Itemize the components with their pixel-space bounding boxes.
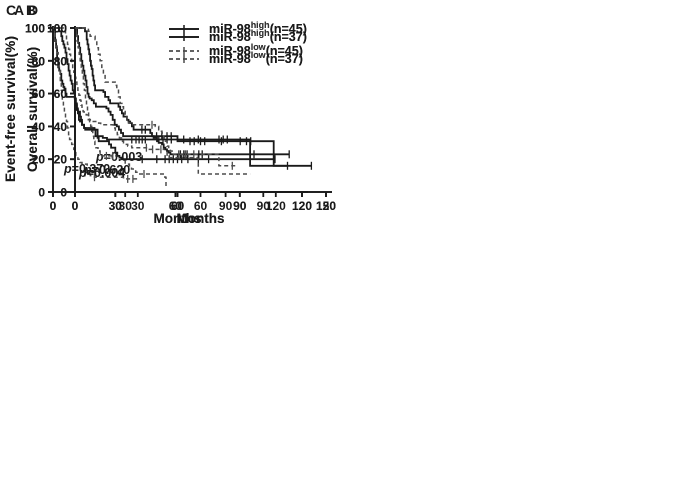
x-tick-label: 30: [109, 199, 123, 213]
y-tick-label: 60: [32, 87, 46, 101]
y-tick-label: 40: [54, 120, 68, 134]
x-tick-label: 0: [50, 199, 57, 213]
x-tick-label: 120: [292, 199, 312, 213]
p-value: p=0.370: [64, 162, 111, 176]
panel-label: B: [26, 2, 37, 18]
y-tick-label: 20: [32, 153, 46, 167]
legend-item-high: miR-98high(n=37): [168, 27, 307, 44]
y-tick-label: 40: [32, 120, 46, 134]
y-tick-label: 20: [54, 153, 68, 167]
censor-ticks-low: [145, 143, 162, 154]
y-tick-label: 20: [54, 153, 68, 167]
x-tick-label: 90: [257, 199, 271, 213]
x-tick-label: 90: [233, 199, 247, 213]
y-axis-title: Overall survival(%): [25, 46, 40, 172]
legend-label: miR-98low(n=45): [209, 41, 303, 58]
y-tick-label: 80: [54, 54, 68, 68]
km-curve-high: [75, 27, 312, 167]
y-tick-label: 0: [38, 186, 45, 200]
km-curve-low: [75, 27, 238, 167]
panel-D: 0 30 60 90 120 150 0 20 40 60 80 100 D Overall surv…: [0, 0, 341, 240]
legend-label: miR-98high(n=37): [209, 27, 307, 44]
y-tick-label: 40: [32, 120, 46, 134]
solid-line-sample: [169, 33, 199, 41]
x-tick-label: 0: [72, 199, 79, 213]
y-tick-label: 60: [32, 87, 46, 101]
x-axis-title: Months: [176, 211, 225, 226]
p-value: p=0.004: [79, 166, 126, 180]
x-tick-label: 30: [119, 199, 133, 213]
dashed-line-sample: [169, 55, 199, 63]
legend-item-low: miR-98low(n=45): [168, 41, 307, 58]
p-value: p=0.620: [84, 163, 131, 177]
x-axis-title: Months: [153, 211, 202, 226]
y-tick-label: 60: [54, 87, 68, 101]
legend: miR-98high(n=45) miR-98low(n=45): [168, 19, 307, 58]
x-tick-label: 30: [109, 199, 123, 213]
y-tick-label: 80: [54, 54, 68, 68]
x-tick-label: 90: [219, 199, 233, 213]
panel-label: D: [28, 2, 39, 18]
legend-item-high: miR-98high(n=37): [168, 27, 307, 44]
km-curve-low: [75, 27, 167, 189]
censor-ticks-low: [93, 173, 134, 183]
censor-ticks-low: [151, 120, 233, 170]
legend-label: miR-98high(n=45): [209, 19, 307, 36]
x-tick-label: 90: [233, 199, 247, 213]
legend-label: miR-98low(n=37): [209, 49, 303, 66]
dashed-line-sample: [169, 47, 199, 55]
legend: miR-98high(n=37) miR-98low(n=37): [168, 27, 307, 66]
legend-item-high: miR-98high(n=45): [168, 19, 307, 36]
panel-label: A: [14, 2, 25, 18]
censor-ticks-low: [105, 151, 145, 178]
x-tick-label: 0: [50, 199, 57, 213]
x-tick-label: 150: [316, 199, 336, 213]
x-tick-label: 120: [266, 199, 286, 213]
x-axis-title: Months: [176, 211, 225, 226]
x-tick-label: 30: [131, 199, 145, 213]
x-tick-label: 60: [171, 199, 185, 213]
y-tick-label: 0: [38, 186, 45, 200]
x-tick-label: 120: [292, 199, 312, 213]
x-tick-label: 60: [194, 199, 208, 213]
x-tick-label: 0: [72, 199, 79, 213]
solid-line-sample: [169, 25, 199, 33]
y-tick-label: 40: [54, 120, 68, 134]
legend-item-low: miR-98low(n=37): [168, 49, 307, 66]
y-tick-label: 0: [60, 186, 67, 200]
censor-ticks-high: [155, 132, 313, 170]
legend-label: miR-98low(n=37): [209, 49, 303, 66]
legend-label: miR-98low(n=45): [209, 41, 303, 58]
y-tick-label: 80: [32, 54, 46, 68]
y-tick-label: 20: [32, 153, 46, 167]
x-axis-title: Months: [153, 211, 202, 226]
y-tick-label: 100: [25, 22, 45, 36]
censor-ticks-high: [141, 155, 276, 164]
y-tick-label: 80: [32, 54, 46, 68]
x-tick-label: 60: [171, 199, 185, 213]
legend-label: miR-98high(n=45): [209, 19, 307, 36]
x-tick-label: 60: [169, 199, 183, 213]
x-tick-label: 120: [316, 199, 336, 213]
panel-A: 0 30 60 90 120 0 20 40 60 80 100 A Event-free surv…: [0, 0, 341, 240]
legend-label: miR-98high(n=37): [209, 27, 307, 44]
y-tick-label: 100: [47, 22, 67, 36]
km-curve-low: [53, 27, 251, 175]
y-tick-label: 60: [54, 87, 68, 101]
km-curve-high: [75, 27, 290, 156]
y-tick-label: 100: [25, 22, 45, 36]
panel-label: C: [6, 2, 17, 18]
km-curve-low: [53, 27, 139, 180]
